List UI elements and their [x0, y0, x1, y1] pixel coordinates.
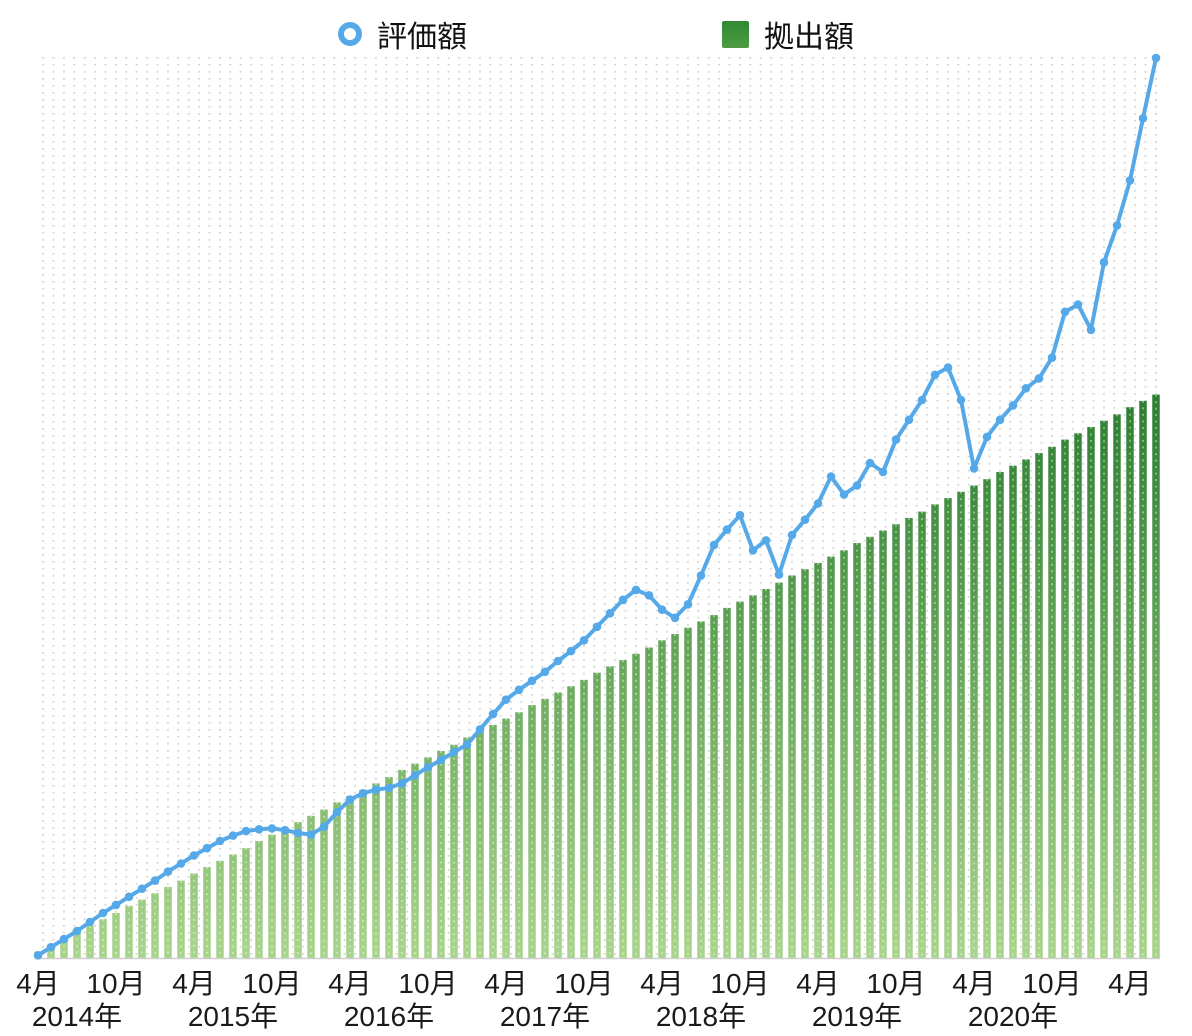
svg-text:10月: 10月	[398, 968, 457, 999]
svg-text:2016年: 2016年	[344, 1001, 434, 1032]
svg-text:2017年: 2017年	[500, 1001, 590, 1032]
svg-text:4月: 4月	[796, 968, 840, 999]
svg-text:4月: 4月	[328, 968, 372, 999]
legend-item-contribution[interactable]: 拠出額	[722, 12, 854, 56]
svg-text:4月: 4月	[640, 968, 684, 999]
contribution-bars-group	[34, 394, 1160, 959]
svg-text:4月: 4月	[172, 968, 216, 999]
svg-text:2014年: 2014年	[32, 1001, 122, 1032]
svg-text:2020年: 2020年	[968, 1001, 1058, 1032]
line-marker-icon	[338, 22, 362, 46]
x-axis-labels: 4月 10月 4月 10月 4月 10月 4月 10月 4月 10月 4月 10月 4月 10月 4月201…	[16, 968, 1152, 1032]
svg-text:2018年: 2018年	[656, 1001, 746, 1032]
svg-text:10月: 10月	[242, 968, 301, 999]
valuation-markers	[33, 53, 1161, 960]
svg-text:10月: 10月	[554, 968, 613, 999]
legend-item-valuation[interactable]: 評価額	[338, 12, 467, 56]
chart-legend: 評価額 拠出額	[0, 12, 1192, 56]
svg-text:10月: 10月	[710, 968, 769, 999]
svg-text:10月: 10月	[866, 968, 925, 999]
svg-text:4月: 4月	[484, 968, 528, 999]
svg-text:4月: 4月	[1108, 968, 1152, 999]
bar-swatch-icon	[722, 20, 749, 48]
svg-text:10月: 10月	[1022, 968, 1081, 999]
legend-label-contribution: 拠出額	[764, 21, 854, 54]
svg-text:4月: 4月	[952, 968, 996, 999]
svg-text:4月: 4月	[16, 968, 60, 999]
svg-text:10月: 10月	[86, 968, 145, 999]
svg-text:2019年: 2019年	[812, 1001, 902, 1032]
svg-text:2015年: 2015年	[188, 1001, 278, 1032]
legend-label-valuation: 評価額	[377, 21, 467, 54]
